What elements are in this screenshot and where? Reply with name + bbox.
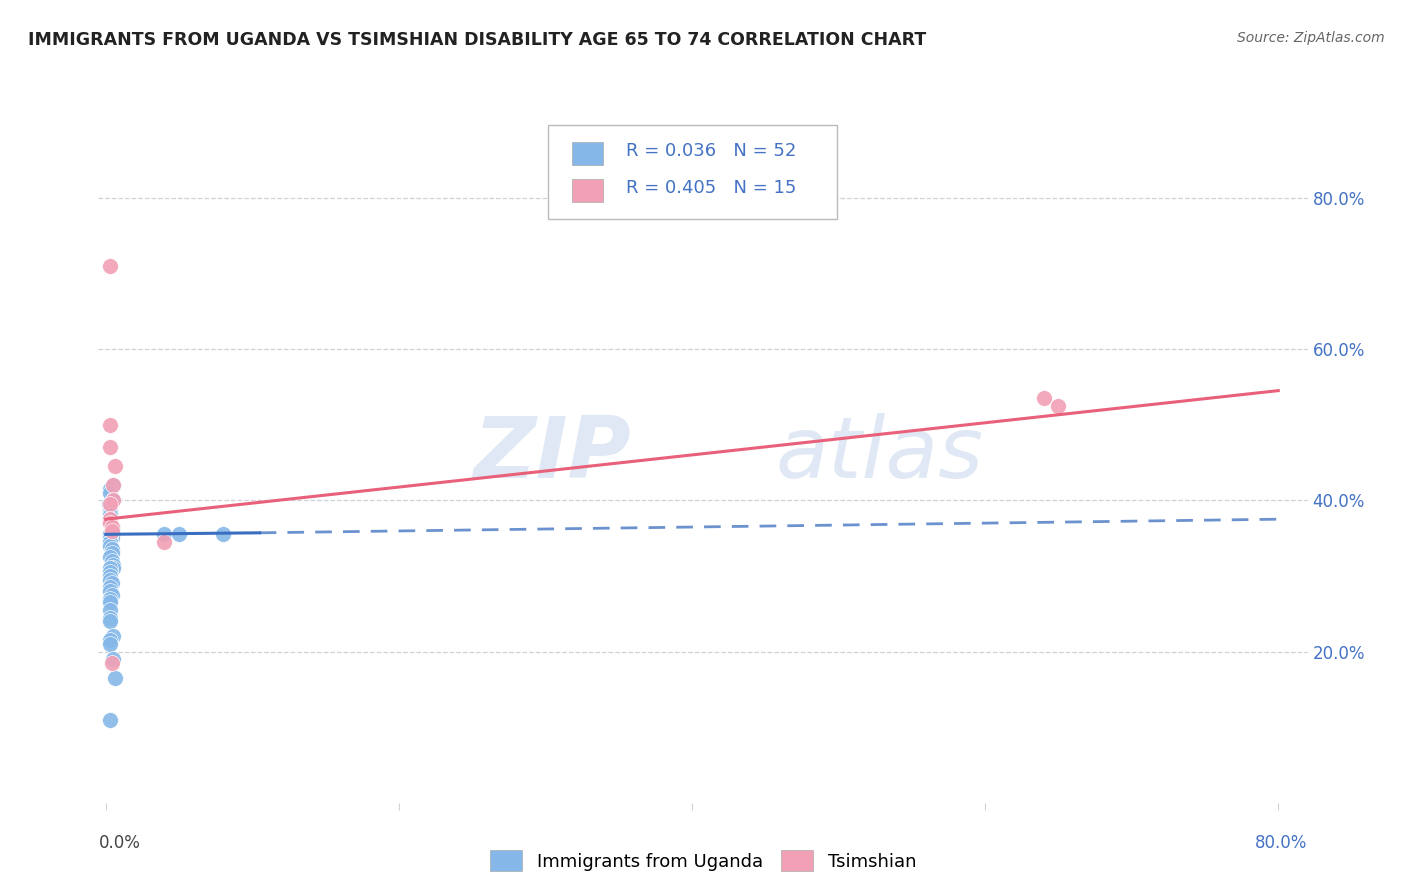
Point bbox=[98, 539, 121, 553]
Point bbox=[101, 629, 124, 643]
Point bbox=[212, 527, 235, 541]
Point bbox=[101, 558, 124, 572]
Point bbox=[98, 595, 121, 609]
Point bbox=[98, 535, 121, 549]
Text: R = 0.036   N = 52: R = 0.036 N = 52 bbox=[626, 142, 796, 160]
Point bbox=[98, 512, 121, 526]
Point bbox=[98, 531, 121, 545]
Point bbox=[101, 561, 124, 575]
Point bbox=[100, 656, 122, 670]
Legend: Immigrants from Uganda, Tsimshian: Immigrants from Uganda, Tsimshian bbox=[482, 843, 924, 879]
Text: Source: ZipAtlas.com: Source: ZipAtlas.com bbox=[1237, 31, 1385, 45]
Point bbox=[98, 441, 121, 455]
Text: 0.0%: 0.0% bbox=[98, 834, 141, 852]
Point bbox=[100, 546, 122, 560]
Point bbox=[98, 580, 121, 594]
Point bbox=[98, 713, 121, 727]
Point bbox=[98, 569, 121, 583]
Point bbox=[101, 478, 124, 492]
Point bbox=[100, 520, 122, 534]
Text: 80.0%: 80.0% bbox=[1256, 834, 1308, 852]
Point bbox=[101, 493, 124, 508]
Point bbox=[98, 527, 121, 541]
Point bbox=[153, 527, 176, 541]
Point bbox=[100, 588, 122, 602]
Point bbox=[100, 542, 122, 557]
Point bbox=[98, 259, 121, 273]
Point bbox=[98, 573, 121, 587]
Text: R = 0.405   N = 15: R = 0.405 N = 15 bbox=[626, 179, 796, 197]
Point bbox=[101, 493, 124, 508]
Point bbox=[98, 633, 121, 648]
Point bbox=[98, 535, 121, 549]
Text: ZIP: ZIP bbox=[472, 413, 630, 497]
Point bbox=[100, 524, 122, 538]
Point bbox=[101, 652, 124, 666]
Point bbox=[167, 527, 190, 541]
Point bbox=[101, 493, 124, 508]
Point bbox=[98, 508, 121, 523]
Point bbox=[98, 417, 121, 432]
Point bbox=[98, 482, 121, 496]
Point bbox=[153, 535, 176, 549]
Point bbox=[98, 584, 121, 599]
Point bbox=[1047, 399, 1070, 413]
Point bbox=[100, 520, 122, 534]
Point bbox=[98, 485, 121, 500]
Point bbox=[100, 576, 122, 591]
Point bbox=[100, 531, 122, 545]
Point bbox=[100, 524, 122, 538]
Point bbox=[98, 637, 121, 651]
Point bbox=[98, 610, 121, 624]
Point bbox=[98, 549, 121, 564]
Point bbox=[98, 512, 121, 526]
Point bbox=[98, 516, 121, 530]
Point bbox=[98, 591, 121, 606]
Point bbox=[101, 478, 124, 492]
Point bbox=[98, 561, 121, 575]
Point bbox=[98, 516, 121, 530]
Point bbox=[98, 500, 121, 515]
Text: atlas: atlas bbox=[776, 413, 984, 497]
Point bbox=[100, 527, 122, 541]
Point bbox=[98, 603, 121, 617]
Point bbox=[98, 497, 121, 511]
Point bbox=[98, 615, 121, 629]
Point bbox=[97, 497, 120, 511]
Point bbox=[98, 512, 121, 526]
Point bbox=[98, 565, 121, 579]
Point bbox=[103, 459, 125, 474]
Point bbox=[1032, 391, 1054, 405]
Point bbox=[98, 505, 121, 519]
Text: IMMIGRANTS FROM UGANDA VS TSIMSHIAN DISABILITY AGE 65 TO 74 CORRELATION CHART: IMMIGRANTS FROM UGANDA VS TSIMSHIAN DISA… bbox=[28, 31, 927, 49]
Point bbox=[100, 554, 122, 568]
Point bbox=[103, 671, 125, 685]
Point bbox=[98, 527, 121, 541]
Point bbox=[98, 505, 121, 519]
Point bbox=[98, 508, 121, 523]
